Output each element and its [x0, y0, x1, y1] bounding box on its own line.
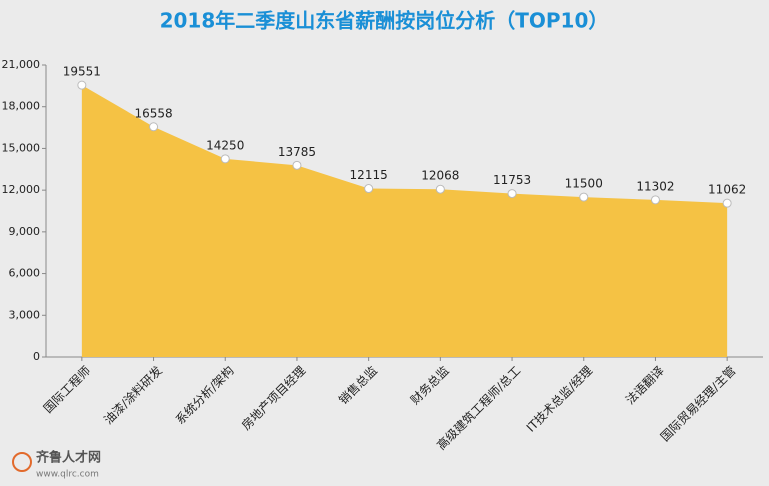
value-label: 14250 — [206, 138, 244, 152]
value-label: 11753 — [493, 173, 531, 187]
value-label: 13785 — [278, 145, 316, 159]
watermark-brand: 齐鲁人才网 — [36, 450, 101, 466]
data-point — [292, 160, 302, 170]
y-tick-label: 18,000 — [2, 100, 41, 113]
chart-title: 2018年二季度山东省薪酬按岗位分析（TOP10） — [160, 9, 609, 33]
value-label: 11500 — [565, 177, 603, 191]
y-tick-label: 3,000 — [9, 308, 41, 321]
y-tick-label: 21,000 — [2, 58, 41, 71]
data-point — [579, 192, 589, 202]
value-label: 12115 — [350, 168, 388, 182]
y-tick-label: 15,000 — [2, 141, 41, 154]
value-label: 11062 — [708, 183, 746, 197]
data-point — [149, 122, 159, 132]
y-tick-label: 9,000 — [9, 225, 41, 238]
value-label: 12068 — [421, 169, 459, 183]
watermark: 齐鲁人才网 www.qlrc.com — [12, 450, 101, 480]
data-point — [77, 80, 87, 90]
watermark-url: www.qlrc.com — [36, 470, 99, 480]
data-point — [650, 195, 660, 205]
value-label: 19551 — [63, 65, 101, 79]
y-tick-label: 12,000 — [2, 183, 41, 196]
value-label: 16558 — [134, 106, 172, 120]
area — [81, 85, 728, 357]
data-point — [364, 184, 374, 194]
y-tick-label: 0 — [33, 350, 40, 363]
y-tick-label: 6,000 — [9, 267, 41, 280]
value-label: 11302 — [636, 179, 674, 193]
data-point — [507, 189, 517, 199]
logo-icon — [12, 452, 32, 472]
data-point — [435, 184, 445, 194]
data-point — [220, 154, 230, 164]
data-point — [722, 198, 732, 208]
